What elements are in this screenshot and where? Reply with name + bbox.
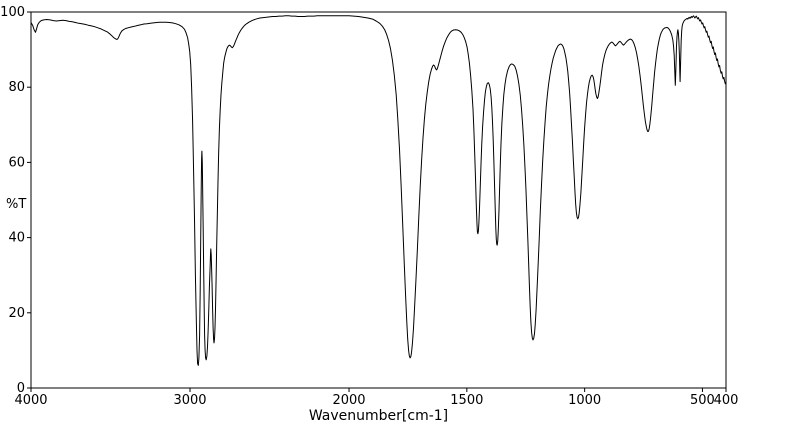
y-tick-label: 60 (8, 155, 25, 170)
x-tick-label: 2000 (332, 393, 365, 408)
x-tick-label: 3000 (173, 393, 206, 408)
x-tick-label: 1000 (568, 393, 601, 408)
y-tick-label: 20 (8, 306, 25, 321)
y-tick-label: 0 (17, 381, 25, 396)
plot-frame (30, 11, 727, 389)
y-tick-label: 80 (8, 80, 25, 95)
x-tick-label: 4000 (14, 393, 47, 408)
spectrum-curve (30, 15, 727, 366)
y-tick-label: 40 (8, 231, 25, 246)
x-tick-label: 500 (690, 393, 715, 408)
y-tick-label: 100 (0, 5, 25, 20)
x-axis-label: Wavenumber[cm-1] (308, 408, 449, 424)
y-axis-label: %T (6, 197, 27, 212)
x-tick-label: 1500 (450, 393, 483, 408)
x-tick-label: 400 (714, 393, 739, 408)
